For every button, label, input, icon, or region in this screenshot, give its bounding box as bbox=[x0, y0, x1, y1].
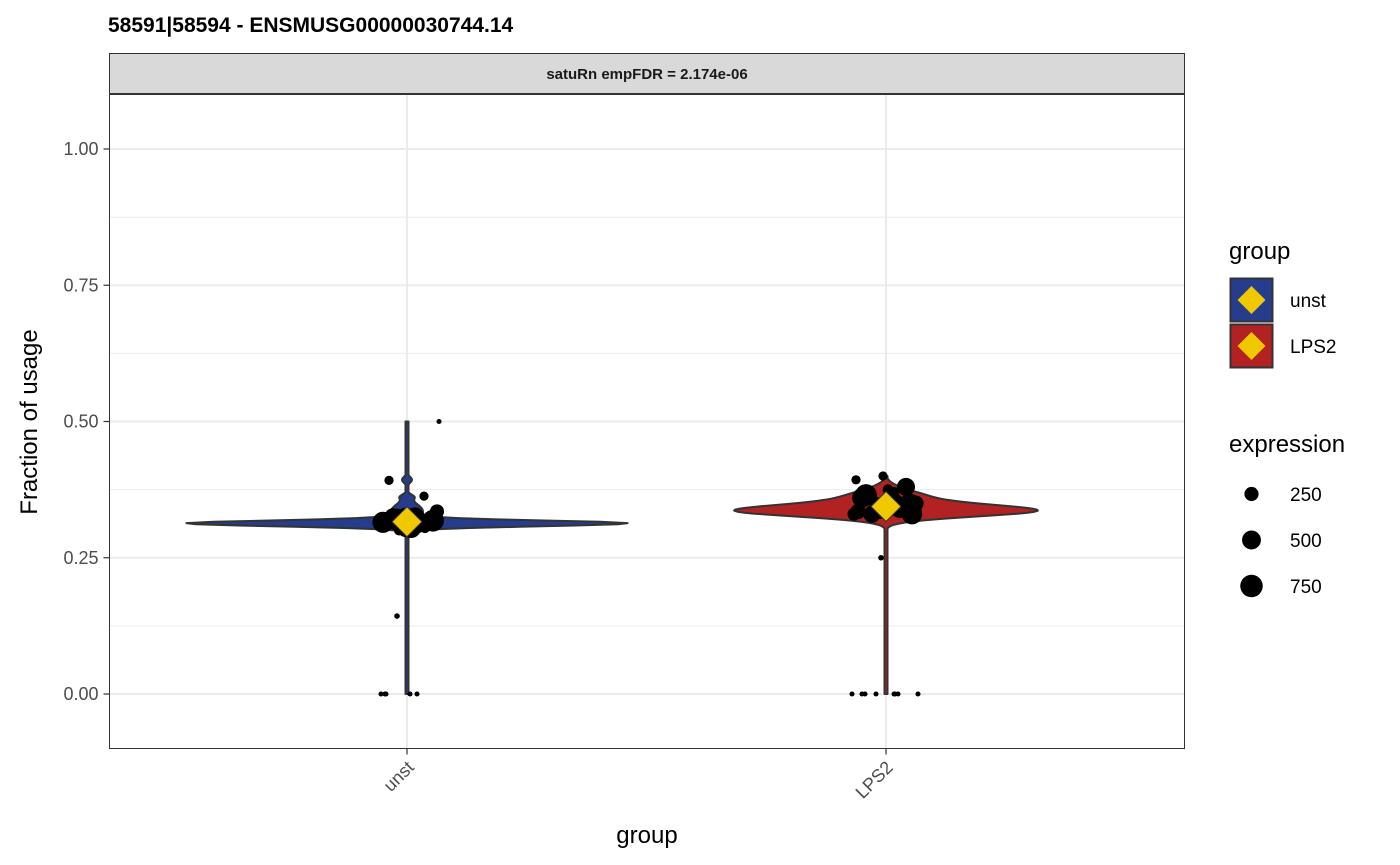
data-point bbox=[394, 613, 400, 619]
mean-diamond bbox=[870, 490, 902, 523]
data-point bbox=[419, 522, 431, 534]
y-tick-label: 1.00 bbox=[63, 139, 98, 159]
y-tick-label: 0.50 bbox=[63, 412, 98, 432]
violin-unst bbox=[185, 420, 629, 695]
mean-markers bbox=[391, 490, 902, 538]
facet-label: satuRn empFDR = 2.174e-06 bbox=[546, 66, 747, 83]
data-point bbox=[878, 471, 888, 481]
legend: group unst LPS2 expression 250 500 750 bbox=[1229, 238, 1345, 598]
y-axis-title: Fraction of usage bbox=[16, 329, 43, 514]
legend-size-label: 250 bbox=[1290, 485, 1322, 506]
x-tick-label: LPS2 bbox=[852, 757, 897, 802]
data-point bbox=[878, 554, 884, 561]
data-point bbox=[407, 691, 413, 697]
data-point bbox=[908, 495, 924, 511]
data-point bbox=[896, 477, 916, 496]
data-point bbox=[849, 691, 855, 697]
data-point bbox=[384, 475, 394, 485]
data-point bbox=[436, 418, 442, 425]
data-point bbox=[895, 691, 901, 697]
data-point bbox=[414, 691, 420, 697]
mean-diamond bbox=[391, 506, 423, 538]
x-tick-label: unst bbox=[380, 757, 418, 795]
legend-label: LPS2 bbox=[1290, 337, 1336, 358]
data-point bbox=[915, 691, 921, 697]
y-tick-label: 0.00 bbox=[63, 684, 98, 704]
data-point bbox=[873, 691, 879, 697]
data-point bbox=[419, 491, 429, 501]
legend-size-dot bbox=[1240, 574, 1263, 598]
legend-size-label: 750 bbox=[1290, 577, 1322, 598]
legend-size-label: 500 bbox=[1290, 531, 1322, 552]
data-point bbox=[851, 475, 861, 485]
data-point bbox=[384, 520, 394, 530]
data-point bbox=[847, 507, 861, 521]
legend-diamond-icon bbox=[1237, 332, 1266, 360]
facet-strip bbox=[109, 53, 1185, 94]
legend-label: unst bbox=[1290, 291, 1327, 312]
x-axis: unst LPS2 bbox=[380, 748, 897, 802]
data-point bbox=[429, 504, 445, 519]
y-tick-label: 0.75 bbox=[63, 275, 98, 295]
legend-size-dot bbox=[1244, 486, 1259, 502]
legend-diamond-icon bbox=[1237, 286, 1266, 314]
legend-group-title: group bbox=[1229, 238, 1290, 265]
legend-size-dot bbox=[1242, 530, 1261, 550]
legend-expression-title: expression bbox=[1229, 431, 1345, 458]
data-point bbox=[383, 691, 389, 697]
chart-title: 58591|58594 - ENSMUSG00000030744.14 bbox=[108, 14, 513, 37]
grid-lines bbox=[109, 94, 1185, 749]
data-point bbox=[862, 691, 868, 697]
x-axis-title: group bbox=[616, 822, 677, 849]
y-tick-label: 0.25 bbox=[63, 548, 98, 568]
data-point bbox=[378, 691, 384, 697]
y-axis: 0.00 0.25 0.50 0.75 1.00 bbox=[63, 139, 110, 704]
